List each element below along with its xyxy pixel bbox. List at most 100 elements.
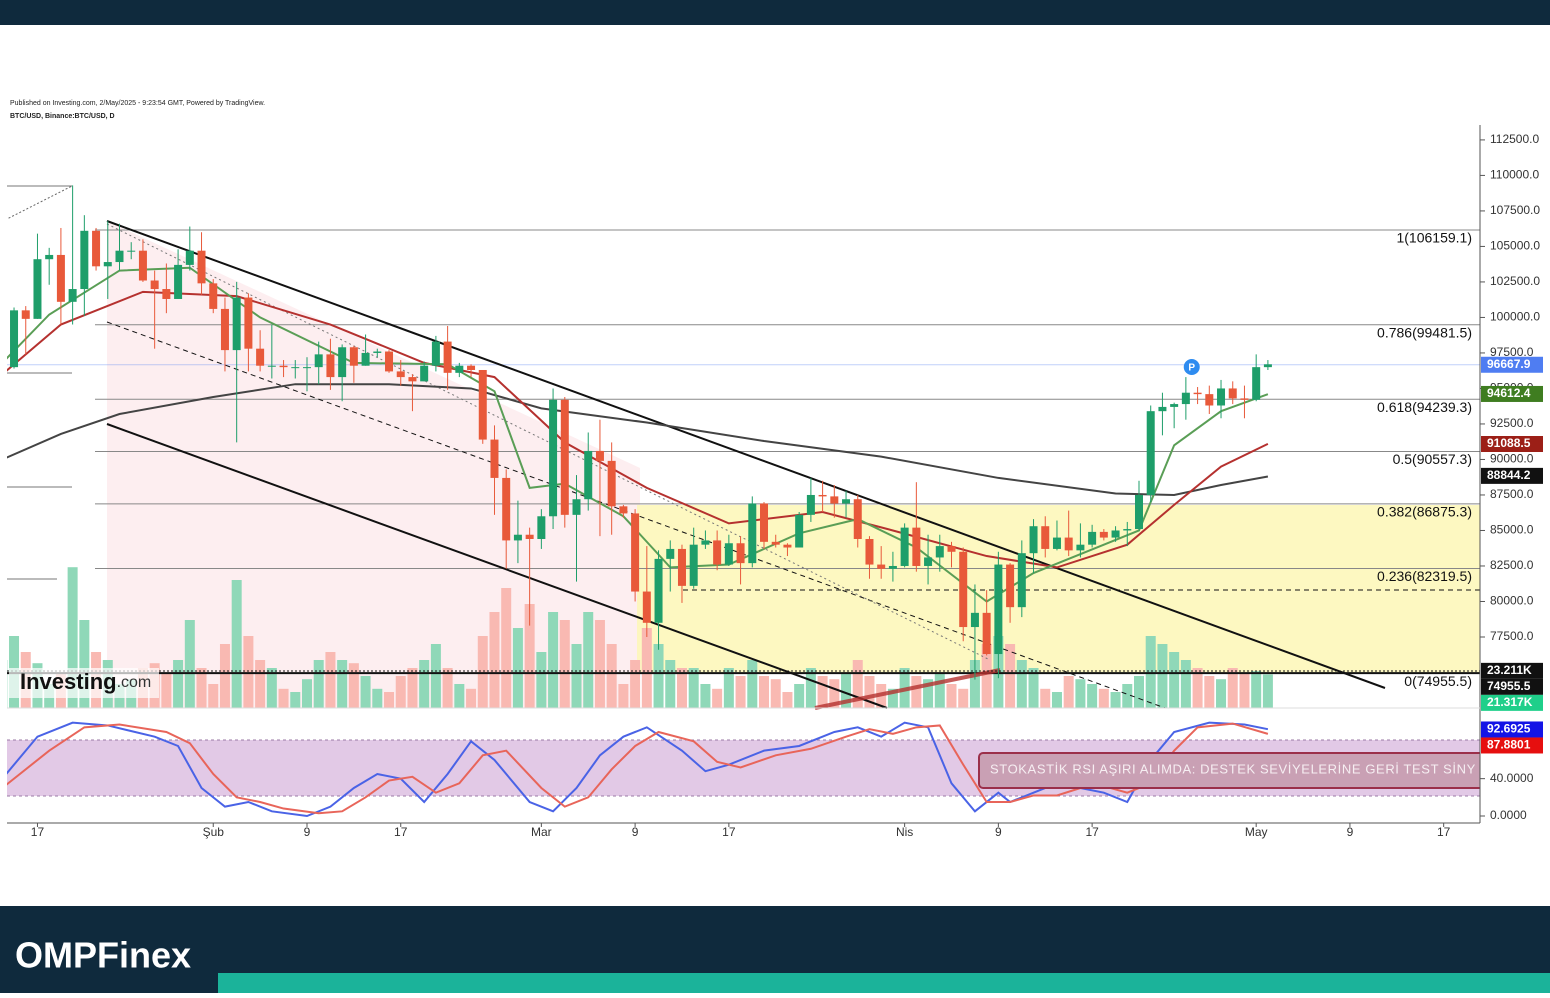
logo-main: Investing [20,669,117,694]
candle-body [10,310,19,368]
y-tick-label: 85000.0 [1490,523,1534,537]
candle-body [982,612,991,655]
y-tick-label: 112500.0 [1490,132,1539,146]
x-tick-label: Mar [531,825,552,839]
logo-text: Investing.com [20,669,151,694]
volume-bar [1169,652,1180,708]
candle-body [443,341,452,373]
candle-body [244,297,253,349]
fib-label: 0.786(99481.5) [1377,325,1472,341]
candle-body [513,534,522,541]
range-box [637,505,1480,673]
price-badge [1481,467,1543,484]
volume-bar [1145,636,1156,708]
candle-body [1170,404,1179,407]
candle-body [408,377,417,382]
volume-bar [1075,679,1086,708]
y-tick-label: 102500.0 [1490,274,1540,288]
volume-bar [782,692,793,708]
price-badge-label: 21.317K [1487,695,1533,709]
volume-bar [712,688,723,708]
x-tick-label: 9 [1347,825,1354,839]
x-tick-label: Şub [203,825,225,839]
logo-suffix: .com [117,674,152,691]
x-tick-label: 17 [722,825,736,839]
candle-body [748,503,757,564]
volume-bar [173,660,184,708]
volume-bar [7,660,8,708]
candle-body [1181,392,1190,405]
candle-body [572,499,581,515]
volume-bar [829,679,840,708]
y-tick-label: 92500.0 [1490,416,1534,430]
candle-body [830,496,839,504]
volume-bar [618,684,629,708]
candle-body [338,347,347,378]
candle-body [80,230,89,290]
volume-bar [1251,671,1262,708]
volume-bar [325,652,336,708]
candle-body [677,548,686,586]
logo-bg [9,668,159,698]
stoch-line [7,722,1269,815]
channel-bottom [106,423,888,709]
volume-bar [219,644,230,708]
alert-clip: STOKASTİK RSI AŞIRI ALIMDA: DESTEK SEVİY… [978,752,1480,789]
candle-body [103,262,112,267]
candle-body [21,310,30,319]
price-badge-label: 92.6925 [1487,722,1531,736]
moving-average [7,383,1269,496]
alert: STOKASTİK RSI AŞIRI ALIMDA: DESTEK SEVİY… [978,752,1480,789]
candle-body [935,546,944,558]
candle-body [267,365,276,367]
volume-bar [794,684,805,708]
candle-body [1123,529,1132,531]
candle-body [584,450,593,500]
volume-bar [255,660,266,708]
volume-bar [946,684,957,708]
volume-bar [67,567,78,708]
candle-body [431,341,440,366]
price-badge-label: 91088.5 [1487,436,1531,450]
volume-bar [747,660,758,708]
price-badge [1481,385,1543,402]
volume-bar [208,684,219,708]
candle-body [771,541,780,545]
volume-bar [477,636,488,708]
candle-body [842,499,851,504]
volume-bar [79,620,90,708]
candle-body [853,499,862,539]
x-tick-label: 17 [394,825,408,839]
moving-average [7,290,1269,569]
x-tick-label: 9 [995,825,1002,839]
candle-body [1146,411,1155,495]
candle-body [619,506,628,514]
candle-body [349,347,358,366]
candle-body [1006,564,1015,608]
candle-body [455,365,464,373]
candle-body [502,477,511,541]
volume-bar [981,644,992,708]
marker-dot [1183,359,1200,375]
y-tick-label: 110000.0 [1490,168,1539,182]
candle-body [467,365,476,370]
volume-bar [1016,660,1027,708]
candle-body [1052,537,1061,549]
candle-body [68,289,77,302]
footer-accent [218,973,1550,993]
published-note: Published on Investing.com, 2/May/2025 -… [10,100,265,107]
trend-dotted [106,223,991,661]
trend-red [814,668,1001,710]
volume-bar [278,688,289,708]
volume-bar [887,688,898,708]
candle-body [1252,367,1261,400]
fib-label: 0.618(94239.3) [1377,399,1472,415]
candle-body [56,254,65,302]
candle-body [689,544,698,586]
volume-bar [911,676,922,708]
volume-bar [1262,674,1273,708]
candle-body [888,565,897,569]
candle-body [127,250,136,252]
candle-body [1088,531,1097,545]
y-tick-label: 97500.0 [1490,345,1534,359]
